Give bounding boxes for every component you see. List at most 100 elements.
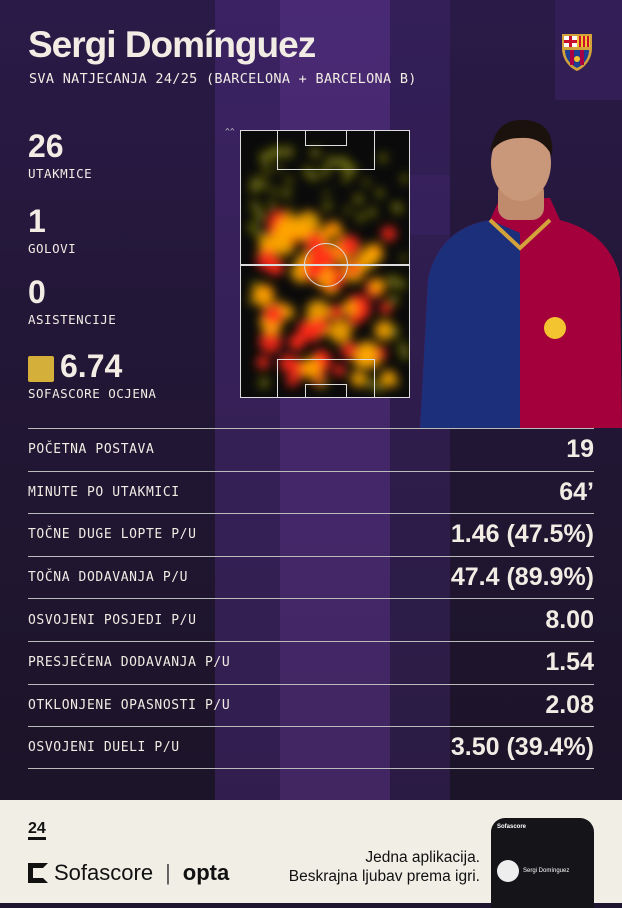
- stat-row-value: 1.54: [545, 648, 594, 677]
- heat-spot: [297, 319, 316, 338]
- phone-player-name: Sergi Domínguez: [523, 868, 570, 874]
- stat-row: PRESJEČENA DODAVANJA P/U 1.54: [28, 640, 594, 684]
- stat-row: MINUTE PO UTAKMICI 64’: [28, 470, 594, 514]
- heat-spot: [320, 168, 329, 178]
- heat-spot: [262, 168, 271, 177]
- stat-row-value: 8.00: [545, 605, 594, 634]
- heat-spot: [388, 274, 396, 283]
- heat-spot: [388, 294, 400, 305]
- heat-spot: [260, 180, 269, 190]
- heatmap-pitch: [240, 130, 410, 398]
- rating-color-box: [28, 355, 54, 382]
- heat-spot: [342, 301, 357, 316]
- heat-spot: [249, 200, 260, 211]
- heat-spot: [316, 377, 328, 389]
- stat-value: 6.74: [60, 348, 123, 384]
- pitch-center-circle: [304, 243, 348, 287]
- stat-label: UTAKMICE: [28, 166, 93, 181]
- heat-spot: [328, 304, 344, 320]
- stats-table: POČETNA POSTAVA 19 MINUTE PO UTAKMICI 64’ TO…: [28, 428, 594, 769]
- footer: 24 Sofascore | opta Jedna aplikacija. Bes…: [0, 800, 622, 908]
- stat-label: SOFASCORE OCJENA: [28, 386, 157, 401]
- heat-spot: [320, 225, 334, 240]
- 24sata-logo: 24: [28, 821, 46, 840]
- phone-app-name: Sofascore: [497, 824, 527, 830]
- heat-spot: [341, 175, 350, 184]
- stat-row-label: OTKLONJENE OPASNOSTI P/U: [28, 697, 231, 713]
- stat-rating: 6.74 SOFASCORE OCJENA: [28, 350, 156, 401]
- pitch-box-bottom: [277, 359, 375, 397]
- pitch-six-top: [305, 131, 347, 146]
- heat-spot: [343, 206, 352, 215]
- stat-row: POČETNA POSTAVA 19: [28, 428, 594, 471]
- heat-spot: [259, 329, 282, 353]
- stat-row: TOČNA DODAVANJA P/U 47.4 (89.9%): [28, 555, 594, 599]
- heat-spot: [369, 277, 386, 294]
- opta-logo: opta: [182, 860, 230, 885]
- heat-spot: [344, 168, 354, 178]
- heat-spot: [281, 188, 292, 199]
- stat-label: GOLOVI: [28, 241, 77, 256]
- stat-row-value: 47.4 (89.9%): [450, 563, 594, 592]
- heat-spot: [270, 187, 278, 196]
- stat-row-label: TOČNE DUGE LOPTE P/U: [28, 527, 197, 543]
- heat-spot: [400, 174, 409, 183]
- heat-spot: [273, 223, 294, 245]
- stat-row-value: 2.08: [545, 690, 594, 719]
- tagline-line: Jedna aplikacija.: [365, 849, 480, 866]
- stat-value: 1: [28, 203, 46, 239]
- heat-spot: [262, 304, 284, 325]
- heat-spot: [367, 207, 377, 218]
- heat-spot: [267, 200, 277, 210]
- divider: |: [165, 860, 171, 885]
- heat-spot: [362, 243, 384, 265]
- heat-spot: [256, 355, 270, 369]
- stat-row-label: MINUTE PO UTAKMICI: [28, 484, 180, 500]
- heat-spot: [309, 216, 316, 223]
- heat-spot: [286, 205, 294, 213]
- heat-spot: [374, 320, 395, 341]
- heat-spot: [379, 302, 392, 315]
- stat-row: OSVOJENI POSJEDI P/U 8.00: [28, 598, 594, 641]
- heat-spot: [323, 190, 330, 197]
- stat-value: 26: [28, 128, 64, 164]
- heat-spot: [328, 319, 352, 343]
- stat-row-value: 64’: [559, 477, 594, 506]
- pitch-box-top: [277, 131, 375, 170]
- fc-barcelona-crest-icon: [562, 34, 592, 71]
- stat-row-value: 3.50 (39.4%): [450, 732, 594, 761]
- heat-spot: [378, 153, 388, 163]
- heat-spot: [247, 222, 256, 231]
- heat-spot: [340, 341, 359, 359]
- stat-row: OSVOJENI DUELI P/U 3.50 (39.4%): [28, 726, 594, 769]
- heat-spot: [282, 145, 294, 158]
- player-name: Sergi Domínguez: [28, 24, 316, 65]
- heat-spot: [256, 249, 278, 271]
- heat-spot: [305, 168, 315, 178]
- heat-spot: [350, 371, 367, 387]
- heat-spot: [362, 178, 370, 187]
- stat-value: 0: [28, 274, 46, 310]
- attack-up-arrows-icon: ^^^^^^^^^^^^^^^^^^^^^^^^^^^^^^^^^^^^^^^^: [225, 128, 235, 136]
- stat-row-label: POČETNA POSTAVA: [28, 442, 155, 458]
- heat-spot: [330, 159, 340, 169]
- phone-avatar: [497, 860, 519, 882]
- stat-row-label: OSVOJENI DUELI P/U: [28, 739, 180, 755]
- heat-spot: [288, 334, 305, 351]
- heat-spot: [353, 352, 370, 369]
- heat-spot: [310, 147, 321, 159]
- sofascore-logo-text: Sofascore: [54, 860, 154, 885]
- heat-spot: [397, 341, 408, 352]
- heat-spot: [337, 155, 349, 167]
- stat-row: OTKLONJENE OPASNOSTI P/U 2.08: [28, 683, 594, 727]
- stat-row-value: 1.46 (47.5%): [450, 520, 594, 549]
- heat-spot: [333, 364, 346, 377]
- heat-spot: [254, 231, 263, 240]
- stat-row-label: TOČNA DODAVANJA P/U: [28, 570, 189, 586]
- player-photo: [420, 119, 622, 428]
- heat-spot: [399, 349, 409, 360]
- heat-spot: [396, 279, 407, 290]
- stat-row-label: PRESJEČENA DODAVANJA P/U: [28, 655, 231, 671]
- heat-spot: [250, 176, 262, 187]
- stat-row: TOČNE DUGE LOPTE P/U 1.46 (47.5%): [28, 513, 594, 556]
